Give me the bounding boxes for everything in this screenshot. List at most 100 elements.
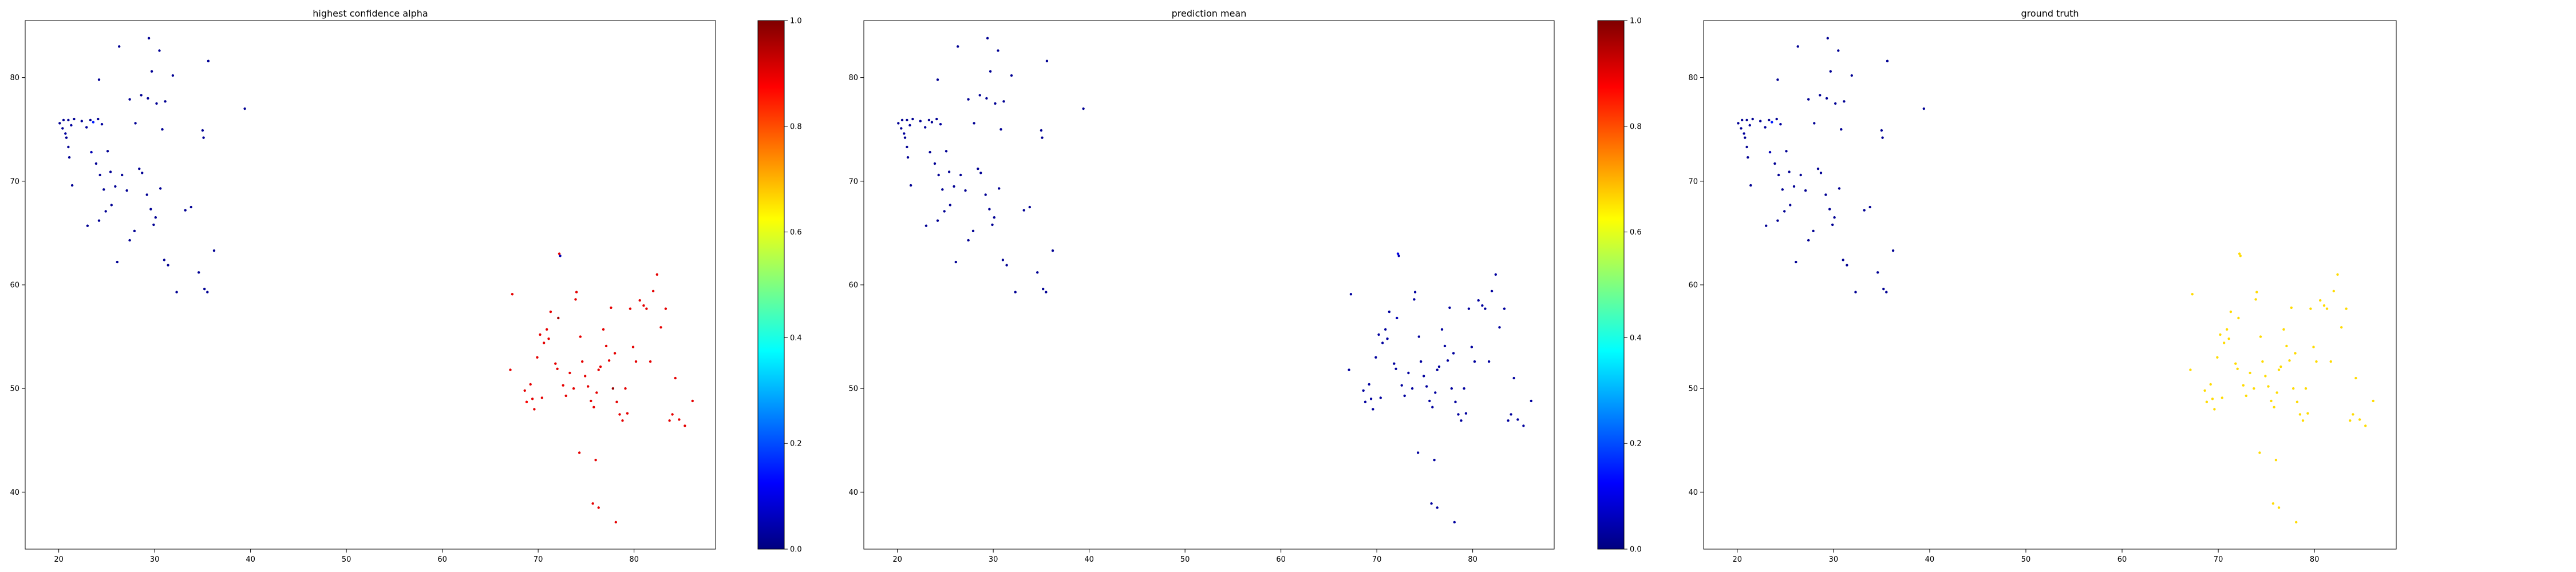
- colorbar-tick-label: 0.4: [1630, 334, 1642, 343]
- data-point: [1516, 418, 1519, 421]
- data-point: [1453, 521, 1456, 524]
- data-point: [1403, 394, 1406, 398]
- data-point: [525, 400, 528, 403]
- data-point: [128, 239, 131, 242]
- data-point: [1807, 239, 1810, 242]
- data-point: [1036, 271, 1039, 274]
- data-point: [2309, 307, 2312, 310]
- data-point: [1876, 271, 1879, 274]
- data-point: [1788, 170, 1791, 173]
- colorbar-tick-label: 0.6: [790, 228, 802, 237]
- data-point: [1413, 291, 1417, 293]
- data-point: [575, 291, 578, 293]
- data-point: [1804, 189, 1807, 192]
- data-point: [121, 173, 124, 177]
- data-point: [1785, 150, 1788, 153]
- data-point: [967, 98, 970, 101]
- data-point: [1396, 252, 1400, 255]
- data-point: [2203, 389, 2206, 392]
- data-point: [2191, 293, 2194, 296]
- data-point: [631, 345, 635, 348]
- data-point: [2288, 359, 2291, 362]
- data-point: [2255, 291, 2258, 293]
- data-point: [957, 45, 959, 48]
- data-point: [1795, 260, 1797, 264]
- colorbar-tick-label: 0.2: [790, 440, 802, 448]
- data-point: [1377, 333, 1380, 336]
- data-point: [629, 307, 632, 310]
- x-tick-label: 60: [1276, 555, 1286, 564]
- data-point: [1512, 376, 1515, 380]
- data-point: [206, 291, 209, 293]
- data-point: [947, 170, 951, 173]
- data-point: [1854, 291, 1857, 293]
- data-point: [1470, 345, 1473, 348]
- data-point: [1768, 118, 1771, 122]
- data-point: [605, 344, 608, 348]
- data-point: [2296, 400, 2299, 403]
- colorbar-tick-label: 0.0: [790, 546, 802, 554]
- data-point: [2229, 310, 2233, 313]
- data-point: [90, 150, 93, 154]
- data-point: [559, 255, 562, 257]
- data-point: [2304, 387, 2308, 390]
- data-point: [1400, 384, 1403, 387]
- data-point: [659, 326, 662, 329]
- data-point: [1826, 37, 1829, 40]
- data-point: [1846, 264, 1848, 267]
- data-point: [1393, 362, 1396, 365]
- data-point: [1481, 304, 1484, 307]
- data-point: [2312, 345, 2315, 348]
- data-point: [159, 187, 162, 190]
- data-point: [1368, 383, 1370, 386]
- data-point: [964, 189, 967, 192]
- data-point: [2249, 371, 2251, 375]
- data-point: [141, 172, 144, 174]
- data-point: [2236, 367, 2239, 370]
- data-point: [1372, 408, 1374, 411]
- data-point: [171, 74, 175, 77]
- data-point: [1922, 107, 1925, 110]
- x-tick-label: 40: [246, 555, 255, 564]
- data-point: [164, 100, 167, 103]
- data-point: [1882, 288, 1885, 291]
- data-point: [564, 394, 567, 398]
- data-point: [1381, 341, 1384, 344]
- x-tick-label: 40: [1084, 555, 1094, 564]
- data-point: [1417, 335, 1420, 338]
- data-point: [147, 37, 151, 40]
- data-point: [2253, 387, 2255, 390]
- data-point: [2226, 328, 2229, 331]
- data-point: [615, 400, 618, 403]
- data-point: [594, 459, 597, 462]
- data-point: [1014, 291, 1017, 293]
- data-point: [531, 398, 534, 400]
- data-point: [2358, 418, 2361, 421]
- data-point: [1530, 399, 1532, 403]
- data-point: [1411, 387, 1414, 390]
- data-point: [1396, 316, 1398, 320]
- data-point: [1045, 59, 1049, 62]
- data-point: [1828, 208, 1831, 210]
- data-point: [939, 123, 942, 126]
- data-point: [1450, 387, 1453, 390]
- data-point: [919, 120, 922, 122]
- chart-panel-2: prediction mean 20 30 40 50 60 70 80 40 50 60 70 80: [848, 8, 1555, 564]
- data-point: [167, 264, 169, 267]
- data-point: [2223, 341, 2226, 344]
- colorbar-gradient-1: [757, 20, 785, 550]
- colorbar-tick-label: 0.2: [1630, 440, 1642, 448]
- data-point: [1891, 249, 1895, 252]
- data-point: [691, 399, 694, 403]
- data-point: [900, 127, 903, 130]
- data-point: [546, 328, 548, 331]
- data-point: [1796, 45, 1799, 48]
- data-point: [203, 288, 206, 291]
- data-point: [584, 375, 587, 378]
- data-point: [1348, 368, 1350, 371]
- data-point: [1463, 387, 1465, 390]
- data-point: [2258, 451, 2261, 454]
- data-point: [1460, 419, 1463, 422]
- data-point: [134, 122, 137, 125]
